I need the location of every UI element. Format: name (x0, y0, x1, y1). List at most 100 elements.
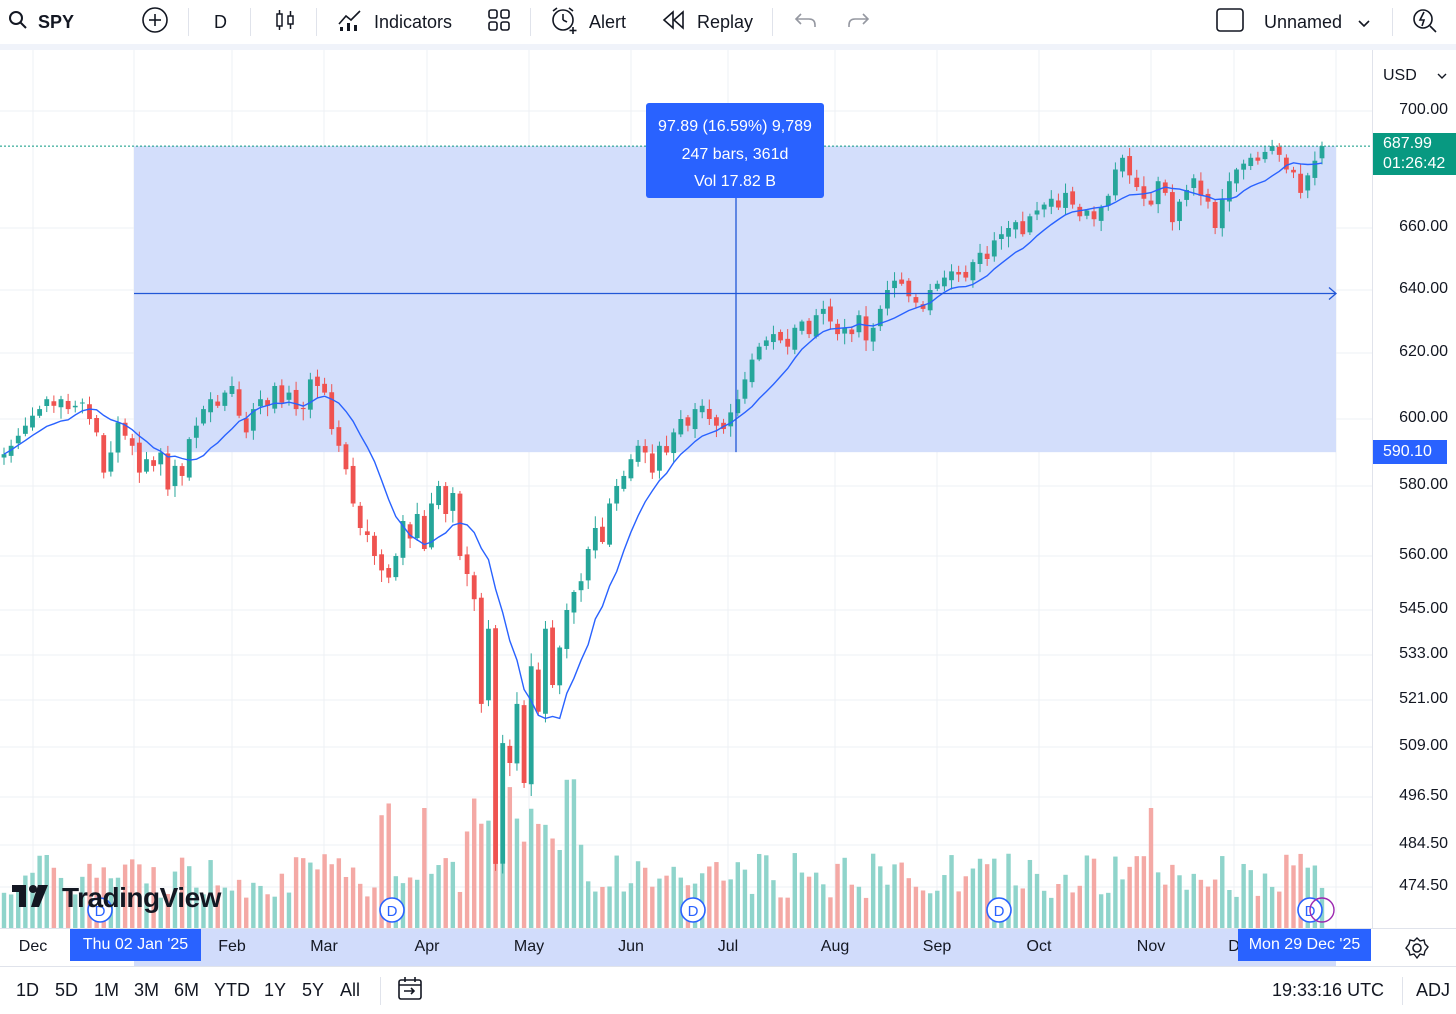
quick-search-button[interactable] (1410, 0, 1438, 44)
candle-body (179, 466, 185, 476)
go-to-date-button[interactable] (396, 967, 424, 1014)
volume-bar (222, 887, 228, 928)
volume-bar (16, 885, 21, 928)
volume-bar (365, 896, 370, 928)
candle-body (550, 627, 555, 685)
volume-bar (571, 779, 577, 928)
alert-button[interactable]: Alert (549, 0, 626, 44)
candle-body (1198, 180, 1204, 196)
undo-button[interactable] (794, 0, 818, 44)
volume-bar (984, 864, 990, 928)
time-label: Feb (218, 938, 246, 955)
interval-button[interactable]: D (214, 0, 227, 44)
settings-button[interactable] (1404, 935, 1430, 966)
dividend-marker[interactable]: D (87, 897, 113, 923)
dividend-marker[interactable]: D (680, 897, 706, 923)
redo-button[interactable] (846, 0, 870, 44)
volume-bar (51, 867, 57, 928)
time-label: Jun (618, 938, 644, 955)
volume-bar (315, 869, 320, 928)
candle-body (158, 452, 164, 465)
candle-body (1248, 157, 1254, 167)
volume-bar (44, 854, 49, 928)
range-3m[interactable]: 3M (134, 980, 160, 1000)
symbol-search[interactable]: SPY (8, 0, 74, 44)
volume-bar (1084, 855, 1090, 928)
volume-bar (650, 886, 655, 928)
volume-bar (764, 855, 769, 928)
compare-button[interactable] (141, 0, 169, 44)
time-axis[interactable]: Dec Feb Mar Apr May Jun Jul Aug Sep Oct Nov D Thu 0… (0, 928, 1456, 966)
volume-bar (1255, 895, 1261, 928)
volume-bar (343, 876, 349, 928)
price-axis[interactable]: USD 700.00 660.00 640.00 620.00 600.00 580.00… (1372, 50, 1456, 928)
time-range-highlight (134, 929, 1336, 966)
dividend-marker[interactable]: D (379, 897, 405, 923)
volume-bar (1191, 873, 1196, 928)
currency-select[interactable]: USD (1379, 62, 1451, 90)
volume-bar (585, 881, 591, 928)
arrow-right-icon (1328, 286, 1337, 300)
volume-bar (1212, 879, 1218, 928)
volume-bar (1077, 885, 1082, 928)
chart-type-button[interactable] (272, 0, 298, 44)
time-label: Aug (820, 938, 850, 955)
range-ytd[interactable]: YTD (214, 980, 250, 1000)
volume-bar (1027, 859, 1033, 928)
range-6m[interactable]: 6M (174, 980, 200, 1000)
candle-body (1034, 210, 1040, 215)
volume-bar (443, 858, 448, 928)
volume-bar (1063, 874, 1068, 928)
volume-bar (336, 858, 342, 928)
candle-body (1056, 200, 1061, 208)
price-label: 640.00 (1399, 280, 1448, 297)
indicators-button[interactable]: Indicators (336, 0, 452, 44)
candle-body (1027, 216, 1033, 233)
time-label: Dec (18, 938, 48, 955)
candle-body (578, 581, 584, 591)
volume-bar (308, 862, 313, 928)
range-1d[interactable]: 1D (16, 980, 40, 1000)
range-all[interactable]: All (340, 980, 361, 1000)
layout-button[interactable] (1216, 0, 1244, 44)
volume-bar (65, 891, 71, 928)
volume-bar (286, 892, 292, 928)
candle-body (364, 531, 370, 535)
volume-bar (1198, 879, 1204, 928)
candle-body (307, 379, 313, 410)
volume-bar (87, 863, 92, 928)
volume-bar (521, 841, 527, 928)
volume-bar (963, 876, 968, 928)
replay-button[interactable]: Replay (661, 0, 753, 44)
candle-body (1077, 206, 1083, 217)
range-5d[interactable]: 5D (55, 980, 79, 1000)
measure-volume: Vol 17.82 B (694, 173, 776, 190)
range-1m[interactable]: 1M (94, 980, 120, 1000)
adj-toggle[interactable]: ADJ (1416, 980, 1451, 1000)
volume-bar (464, 831, 470, 928)
volume-bar (73, 894, 78, 928)
volume-bar (992, 858, 997, 928)
layout-name-menu[interactable]: Unnamed (1264, 0, 1370, 44)
range-1y[interactable]: 1Y (264, 980, 287, 1000)
range-5y[interactable]: 5Y (302, 980, 325, 1000)
candle-body (585, 549, 591, 581)
volume-bar (8, 894, 14, 928)
tradingview-logo[interactable]: TradingView (12, 882, 221, 914)
candle-body (208, 399, 214, 413)
candle-body (1127, 156, 1133, 176)
templates-button[interactable] (486, 0, 512, 44)
candle-body (863, 316, 869, 341)
earnings-marker (1309, 897, 1335, 923)
clock-display[interactable]: 19:33:16 UTC (1272, 980, 1385, 1000)
candle-body (336, 427, 342, 446)
range-low-value: 590.10 (1383, 443, 1432, 460)
candle-body (1148, 200, 1154, 205)
chevron-down-icon (1437, 67, 1447, 85)
toolbar-divider (772, 8, 773, 36)
candle-body (471, 575, 477, 600)
indicators-icon (336, 7, 364, 38)
dividend-marker[interactable]: D (986, 897, 1012, 923)
